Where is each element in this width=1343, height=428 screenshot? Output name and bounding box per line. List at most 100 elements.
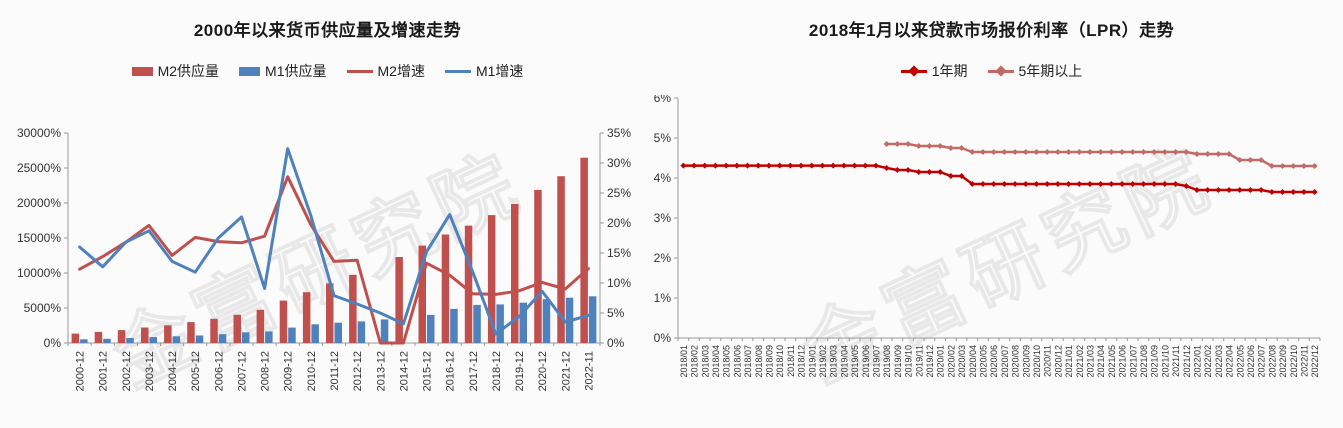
svg-text:3%: 3% [654, 211, 672, 225]
m2-supply-swatch [131, 66, 153, 76]
svg-text:2021/04: 2021/04 [1096, 345, 1106, 378]
legend-item-m1-supply: M1供应量 [239, 61, 327, 81]
svg-text:25%: 25% [607, 186, 631, 200]
svg-text:2021/09: 2021/09 [1150, 345, 1160, 378]
svg-text:20000%: 20000% [17, 196, 61, 210]
svg-text:5%: 5% [607, 306, 625, 320]
svg-text:15000%: 15000% [17, 231, 61, 245]
svg-text:2018/01: 2018/01 [679, 345, 689, 378]
svg-text:2021/07: 2021/07 [1128, 345, 1138, 378]
svg-text:2009-12: 2009-12 [283, 351, 295, 391]
svg-text:2%: 2% [654, 251, 672, 265]
svg-text:2015-12: 2015-12 [422, 351, 434, 391]
lpr-5y-swatch [987, 65, 1014, 77]
svg-text:2020/05: 2020/05 [978, 345, 988, 378]
legend-label-m1-growth: M1增速 [475, 63, 524, 79]
right-chart-legend: 1年期 5年期以上 [640, 61, 1343, 81]
svg-text:2020-12: 2020-12 [537, 351, 549, 391]
svg-text:30%: 30% [607, 156, 631, 170]
m1-supply-swatch [239, 66, 261, 76]
svg-text:2010-12: 2010-12 [306, 351, 318, 391]
legend-label-m1-supply: M1供应量 [265, 63, 327, 79]
svg-text:5000%: 5000% [24, 301, 62, 315]
money-supply-chart: 2000年以来货币供应量及增速走势 M2供应量 M1供应量 M2增速 M1增速 … [0, 0, 655, 428]
svg-text:2004-12: 2004-12 [167, 351, 179, 391]
svg-text:2011-12: 2011-12 [329, 351, 341, 391]
svg-text:0%: 0% [654, 331, 672, 345]
svg-text:2019-12: 2019-12 [514, 351, 526, 391]
svg-text:35%: 35% [607, 126, 631, 140]
svg-text:1%: 1% [654, 291, 672, 305]
svg-text:6%: 6% [654, 95, 672, 105]
svg-text:2021/01: 2021/01 [1064, 345, 1074, 378]
svg-text:10%: 10% [607, 276, 631, 290]
svg-text:2017-12: 2017-12 [468, 351, 480, 391]
legend-item-m2-growth: M2增速 [346, 61, 425, 81]
svg-text:2005-12: 2005-12 [190, 351, 202, 391]
svg-text:20%: 20% [607, 216, 631, 230]
m1-growth-swatch [444, 69, 471, 73]
svg-text:2020/08: 2020/08 [1011, 345, 1021, 378]
svg-text:2022/03: 2022/03 [1214, 345, 1224, 378]
svg-text:2019/01: 2019/01 [807, 345, 817, 378]
legend-item-m1-growth: M1增速 [444, 61, 524, 81]
svg-text:2022/12: 2022/12 [1310, 345, 1320, 378]
svg-text:30000%: 30000% [17, 126, 61, 140]
svg-text:2022-11: 2022-11 [583, 351, 595, 391]
svg-text:2021/06: 2021/06 [1118, 345, 1128, 378]
svg-text:2020/09: 2020/09 [1021, 345, 1031, 378]
svg-text:2020/04: 2020/04 [968, 345, 978, 378]
svg-text:2014-12: 2014-12 [398, 351, 410, 391]
right-chart-title: 2018年1月以来贷款市场报价利率（LPR）走势 [808, 21, 1175, 40]
svg-text:2018/03: 2018/03 [700, 345, 710, 378]
legend-label-5y: 5年期以上 [1018, 63, 1083, 79]
svg-text:2018/12: 2018/12 [797, 345, 807, 378]
svg-text:2020/12: 2020/12 [1053, 345, 1063, 378]
svg-text:2020/07: 2020/07 [1000, 345, 1010, 378]
svg-text:2018/08: 2018/08 [754, 345, 764, 378]
left-chart-title: 2000年以来货币供应量及增速走势 [193, 21, 462, 40]
svg-text:2022/04: 2022/04 [1225, 345, 1235, 378]
svg-text:2022/06: 2022/06 [1246, 345, 1256, 378]
left-chart-legend: M2供应量 M1供应量 M2增速 M1增速 [0, 61, 655, 81]
svg-text:2018/10: 2018/10 [775, 345, 785, 378]
svg-text:2019/06: 2019/06 [861, 345, 871, 378]
svg-text:5%: 5% [654, 131, 672, 145]
svg-text:2019/09: 2019/09 [893, 345, 903, 378]
svg-text:10000%: 10000% [17, 266, 61, 280]
svg-text:2012-12: 2012-12 [352, 351, 364, 391]
svg-text:2018/11: 2018/11 [786, 345, 796, 377]
svg-text:2021/10: 2021/10 [1160, 345, 1170, 378]
svg-text:2022/01: 2022/01 [1192, 345, 1202, 378]
svg-text:2007-12: 2007-12 [236, 351, 248, 391]
svg-text:0%: 0% [44, 336, 62, 350]
svg-text:2021/05: 2021/05 [1107, 345, 1117, 378]
svg-text:2022/05: 2022/05 [1235, 345, 1245, 378]
svg-text:2019/10: 2019/10 [904, 345, 914, 378]
legend-label-m2-growth: M2增速 [377, 63, 425, 79]
svg-text:2020/03: 2020/03 [957, 345, 967, 378]
svg-text:2021/12: 2021/12 [1182, 345, 1192, 378]
legend-item-m2-supply: M2供应量 [131, 61, 219, 81]
svg-text:2019/04: 2019/04 [839, 345, 849, 378]
svg-text:2018/06: 2018/06 [732, 345, 742, 378]
svg-text:2020/02: 2020/02 [946, 345, 956, 378]
svg-text:2013-12: 2013-12 [375, 351, 387, 391]
svg-text:2022/02: 2022/02 [1203, 345, 1213, 378]
svg-text:2022/08: 2022/08 [1267, 345, 1277, 378]
svg-text:2022/07: 2022/07 [1257, 345, 1267, 378]
svg-text:2021/02: 2021/02 [1075, 345, 1085, 378]
legend-item-1y: 1年期 [900, 61, 968, 81]
lpr-chart: 2018年1月以来贷款市场报价利率（LPR）走势 1年期 5年期以上 金富研究院… [640, 0, 1343, 428]
money-supply-plot-area: 金富研究院0%5000%10000%15000%20000%25000%3000… [17, 126, 631, 404]
svg-text:2022/09: 2022/09 [1278, 345, 1288, 378]
svg-text:4%: 4% [654, 171, 672, 185]
svg-text:2020/01: 2020/01 [936, 345, 946, 378]
svg-text:2022/11: 2022/11 [1299, 345, 1309, 377]
svg-text:2018/07: 2018/07 [743, 345, 753, 378]
svg-text:2021/11: 2021/11 [1171, 345, 1181, 377]
svg-text:2016-12: 2016-12 [445, 351, 457, 391]
svg-text:2018/02: 2018/02 [690, 345, 700, 378]
